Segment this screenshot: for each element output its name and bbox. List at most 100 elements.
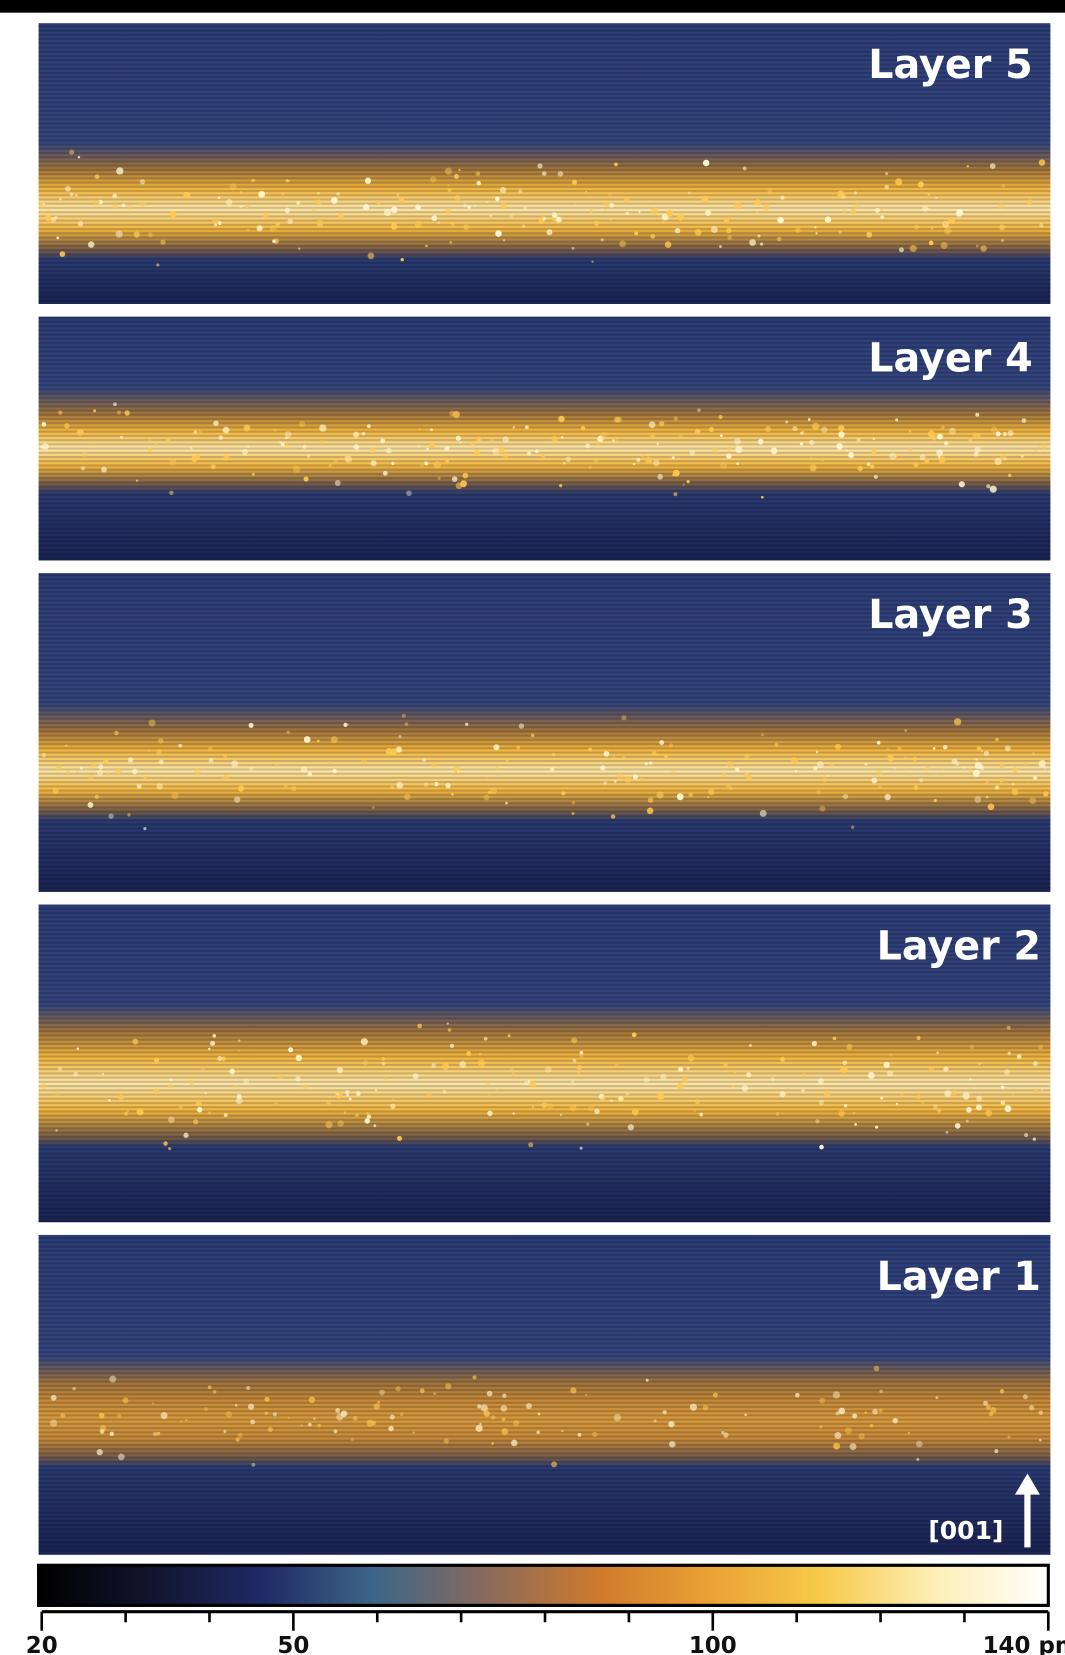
speckle [565,456,571,462]
speckle [148,447,153,452]
speckle [116,768,122,774]
speckle [1013,767,1018,772]
speckle [975,762,982,769]
speckle [458,169,460,171]
speckle [140,202,145,207]
speckle [669,1441,675,1448]
speckle [944,441,948,445]
speckle [976,1095,982,1101]
speckle [1008,1436,1011,1439]
speckle [675,228,680,233]
speckle [413,1073,419,1079]
speckle [614,780,617,783]
speckle [91,762,96,767]
speckle [237,1094,242,1099]
speckle [830,763,834,767]
colorbar-gradient [39,1565,1049,1605]
page: {"panels":[{"label":"Layer 5"},{"label":… [0,0,1065,1655]
speckle [690,1404,697,1411]
speckle [276,222,280,226]
speckle [1043,791,1048,796]
speckle [476,436,481,441]
speckle [229,183,236,190]
speckle [673,470,680,477]
speckle [1008,430,1014,436]
speckle [493,744,499,750]
speckle [148,232,153,237]
speckle [495,196,500,201]
speckle [329,464,332,467]
speckle [972,432,977,437]
speckle [916,1458,919,1461]
speckle [854,203,859,208]
speckle [572,247,575,250]
speckle [777,217,783,224]
speckle [865,1411,867,1413]
speckle [671,769,675,773]
speckle [916,1036,920,1040]
speckle [528,1142,533,1147]
speckle [878,1408,882,1412]
speckle [445,458,450,463]
speckle [994,1449,998,1453]
speckle [638,211,640,213]
speckle [678,1066,683,1071]
speckle [872,1409,878,1415]
speckle [456,436,461,441]
speckle [317,221,323,227]
speckle [391,206,398,213]
speckle [646,1379,649,1382]
speckle [768,189,773,194]
speckle [707,212,710,215]
speckle [749,1044,752,1047]
speckle [929,241,934,246]
speckle [954,718,961,725]
speckle [451,222,455,226]
speckle [334,1429,338,1433]
speckle [802,1090,804,1092]
speckle [486,777,488,779]
speckle [113,402,117,406]
speckle [810,465,817,472]
speckle [60,1413,65,1418]
speckle [819,1145,824,1150]
speckle [198,430,203,435]
speckle [702,196,708,203]
speckle [996,431,1001,436]
speckle [933,438,935,440]
speckle [703,1405,709,1411]
speckle [977,747,982,752]
speckle [532,1106,534,1108]
speckle [291,786,296,791]
speckle [299,421,305,427]
speckle [116,167,123,174]
speckle [689,450,694,455]
speckle [213,1034,216,1037]
speckle [588,748,592,752]
speckle [445,168,452,175]
speckle [634,231,638,235]
speckle [486,201,489,204]
speckle [137,784,142,789]
speckle [726,783,731,788]
speckle [1008,1052,1011,1055]
speckle [50,1419,57,1426]
speckle [58,410,62,414]
speckle [349,1098,352,1101]
speckle [189,1080,194,1085]
speckle [885,794,891,800]
speckle [1008,474,1011,477]
speckle [381,1057,385,1061]
speckle [941,426,944,429]
speckle [501,1428,508,1435]
speckle [622,756,625,759]
speckle [937,1108,941,1112]
speckle [344,1112,347,1115]
speckle [140,179,145,184]
speckle [601,238,604,241]
speckle [734,202,741,209]
speckle [721,1431,724,1434]
speckle [937,434,943,440]
speckle [120,436,123,439]
speckle [556,217,562,223]
